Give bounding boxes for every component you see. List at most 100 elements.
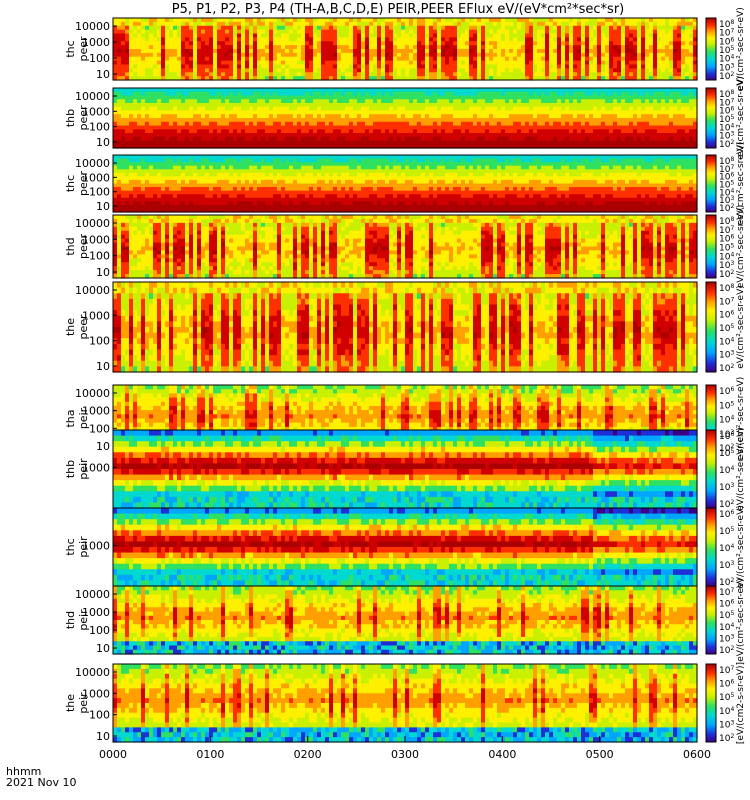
heatmap-cell: [417, 107, 422, 111]
heatmap-cell: [181, 126, 186, 130]
heatmap-cell: [145, 22, 150, 26]
heatmap-cell: [525, 133, 530, 137]
heatmap-cell: [133, 126, 138, 130]
heatmap-cell: [473, 92, 478, 96]
heatmap-cell: [621, 111, 626, 115]
heatmap-cell: [441, 61, 446, 65]
heatmap-cell: [629, 118, 634, 122]
heatmap-cell: [133, 169, 138, 173]
heatmap-cell: [533, 133, 538, 137]
heatmap-cell: [129, 34, 134, 38]
heatmap-cell: [481, 92, 486, 96]
heatmap-cell: [645, 65, 650, 69]
panel-probe-label: thc: [64, 40, 77, 57]
heatmap-cell: [573, 68, 578, 72]
heatmap-cell: [121, 92, 126, 96]
heatmap-cell: [525, 118, 530, 122]
heatmap-cell: [565, 92, 570, 96]
heatmap-cell: [633, 118, 638, 122]
heatmap-cell: [629, 61, 634, 65]
heatmap-cell: [205, 53, 210, 57]
heatmap-cell: [237, 18, 242, 22]
heatmap-cell: [353, 103, 358, 107]
heatmap-cell: [125, 184, 130, 188]
heatmap-cell: [473, 30, 478, 34]
heatmap-cell: [601, 34, 606, 38]
heatmap-cell: [493, 30, 498, 34]
heatmap-cell: [417, 18, 422, 22]
heatmap-cell: [465, 34, 470, 38]
heatmap-cell: [569, 49, 574, 53]
heatmap-cell: [397, 107, 402, 111]
heatmap-cell: [641, 118, 646, 122]
heatmap-cell: [401, 18, 406, 22]
heatmap-cell: [581, 111, 586, 115]
heatmap-cell: [177, 159, 182, 163]
heatmap-cell: [345, 99, 350, 103]
heatmap-cell: [181, 103, 186, 107]
heatmap-cell: [209, 88, 214, 92]
heatmap-cell: [421, 141, 426, 145]
heatmap-cell: [137, 180, 142, 184]
heatmap-cell: [369, 107, 374, 111]
heatmap-cell: [457, 34, 462, 38]
heatmap-cell: [597, 129, 602, 133]
heatmap-cell: [177, 141, 182, 145]
heatmap-cell: [209, 129, 214, 133]
heatmap-cell: [249, 68, 254, 72]
heatmap-cell: [465, 133, 470, 137]
heatmap-cell: [217, 122, 222, 126]
heatmap-cell: [405, 49, 410, 53]
heatmap-cell: [665, 114, 670, 118]
heatmap-cell: [605, 96, 610, 100]
heatmap-cell: [473, 26, 478, 30]
heatmap-cell: [141, 61, 146, 65]
heatmap-cell: [189, 41, 194, 45]
heatmap-cell: [321, 18, 326, 22]
heatmap-cell: [537, 126, 542, 130]
heatmap-cell: [381, 57, 386, 61]
heatmap-cell: [637, 45, 642, 49]
heatmap-cell: [153, 37, 158, 41]
heatmap-cell: [225, 49, 230, 53]
heatmap-cell: [173, 184, 178, 188]
heatmap-cell: [305, 34, 310, 38]
heatmap-cell: [521, 107, 526, 111]
heatmap-cell: [673, 88, 678, 92]
heatmap-cell: [285, 53, 290, 57]
heatmap-cell: [273, 30, 278, 34]
heatmap-cell: [377, 137, 382, 141]
heatmap-cell: [561, 34, 566, 38]
heatmap-cell: [373, 133, 378, 137]
heatmap-cell: [621, 126, 626, 130]
heatmap-cell: [345, 45, 350, 49]
heatmap-cell: [445, 22, 450, 26]
heatmap-cell: [289, 22, 294, 26]
heatmap-cell: [261, 18, 266, 22]
heatmap-cell: [553, 122, 558, 126]
heatmap-cell: [365, 129, 370, 133]
heatmap-cell: [433, 107, 438, 111]
heatmap-cell: [117, 107, 122, 111]
heatmap-cell: [121, 41, 126, 45]
heatmap-cell: [333, 129, 338, 133]
heatmap-cell: [493, 26, 498, 30]
heatmap-cell: [485, 126, 490, 130]
heatmap-cell: [665, 129, 670, 133]
heatmap-cell: [225, 72, 230, 76]
heatmap-cell: [153, 72, 158, 76]
heatmap-cell: [177, 61, 182, 65]
heatmap-cell: [217, 41, 222, 45]
heatmap-cell: [405, 126, 410, 130]
heatmap-cell: [577, 22, 582, 26]
heatmap-cell: [261, 53, 266, 57]
heatmap-cell: [561, 111, 566, 115]
heatmap-cell: [469, 45, 474, 49]
heatmap-cell: [125, 26, 130, 30]
heatmap-cell: [341, 141, 346, 145]
heatmap-cell: [229, 72, 234, 76]
heatmap-cell: [573, 122, 578, 126]
heatmap-cell: [473, 65, 478, 69]
heatmap-cell: [257, 22, 262, 26]
heatmap-cell: [581, 26, 586, 30]
